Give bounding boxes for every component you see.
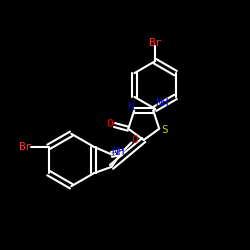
Text: O: O: [107, 119, 114, 129]
Text: O: O: [131, 135, 138, 145]
Text: N: N: [127, 102, 134, 112]
Text: NH: NH: [155, 98, 168, 108]
Text: NH: NH: [111, 147, 124, 157]
Text: Br: Br: [18, 142, 32, 152]
Text: S: S: [161, 125, 168, 135]
Text: Br: Br: [148, 38, 162, 48]
